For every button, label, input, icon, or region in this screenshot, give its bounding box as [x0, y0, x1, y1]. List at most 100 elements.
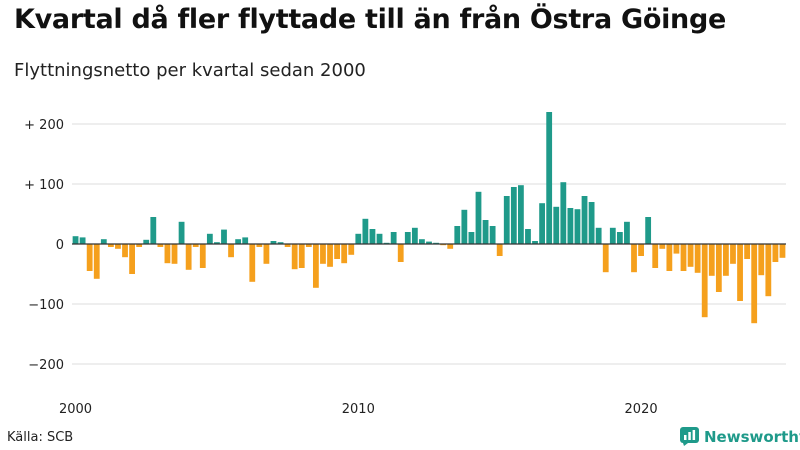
bar: [758, 244, 765, 276]
bar: [616, 232, 623, 244]
y-tick-label: −200: [28, 358, 64, 373]
bar: [206, 233, 213, 244]
bar: [673, 244, 680, 254]
bar: [666, 244, 673, 271]
bar: [199, 244, 206, 268]
bar: [157, 244, 164, 247]
bar: [546, 112, 553, 244]
bar: [440, 244, 447, 246]
bar: [192, 244, 199, 247]
bar: [178, 221, 185, 244]
bar: [609, 227, 616, 244]
bar: [482, 220, 489, 244]
bar: [496, 244, 503, 256]
bar: [525, 229, 531, 244]
bar: [489, 226, 496, 244]
bar: [305, 244, 312, 247]
bar: [461, 209, 468, 244]
bar: [715, 244, 722, 292]
bar: [765, 244, 772, 297]
bar: [298, 244, 305, 268]
x-tick-label: 2000: [59, 402, 92, 417]
bar: [348, 244, 355, 255]
bar: [652, 244, 659, 268]
bar: [503, 196, 510, 244]
bar: [730, 244, 736, 264]
bar: [249, 244, 256, 282]
bar: [447, 244, 454, 249]
bar: [107, 244, 114, 247]
bar: [539, 203, 546, 244]
bar: [779, 244, 786, 258]
bar: [277, 242, 284, 244]
bar: [560, 182, 567, 244]
bar: [397, 244, 404, 262]
bar: [744, 244, 751, 259]
bar: [772, 244, 779, 262]
source-note: Källa: SCB: [7, 430, 74, 445]
bar: [701, 244, 708, 318]
bar: [143, 239, 150, 244]
bar: [694, 244, 701, 273]
y-axis-labels: + 200 + 100 0 −100 −200: [24, 118, 64, 373]
bar: [362, 218, 369, 244]
bar: [426, 241, 432, 244]
bar: [510, 187, 517, 244]
bar: [136, 244, 143, 247]
bar: [574, 209, 581, 244]
x-tick-label: 2020: [625, 402, 658, 417]
bar: [602, 244, 609, 273]
bar: [270, 241, 277, 244]
bar: [390, 232, 397, 244]
bar: [553, 206, 560, 244]
gridlines: [72, 123, 786, 365]
bar: [334, 244, 340, 259]
bar: [221, 229, 227, 244]
bar: [645, 217, 652, 244]
bar: [256, 244, 263, 247]
bar: [419, 239, 425, 244]
bar: [100, 239, 107, 244]
bar: [404, 232, 411, 244]
chart-subtitle: Flyttningsnetto per kvartal sedan 2000: [14, 60, 366, 81]
brand-name: Newsworthy: [704, 427, 800, 446]
bar: [214, 242, 220, 244]
bar: [588, 202, 595, 244]
bar: [115, 244, 121, 249]
bar: [680, 244, 687, 271]
bar: [518, 185, 524, 244]
bar: [581, 196, 588, 244]
x-tick-label: 2010: [342, 402, 375, 417]
bar: [284, 244, 291, 247]
chart-title: Kvartal då fler flyttade till än från Ös…: [14, 4, 726, 35]
bar: [185, 244, 192, 270]
bar: [631, 244, 637, 273]
bar: [687, 244, 694, 267]
y-tick-label: + 200: [24, 118, 64, 133]
bar: [708, 244, 715, 276]
bar: [72, 236, 79, 244]
bar: [122, 244, 128, 258]
bar: [312, 244, 319, 288]
bar: [751, 244, 758, 324]
y-tick-label: −100: [28, 298, 64, 313]
bar: [376, 233, 383, 244]
bar: [129, 244, 135, 274]
newsworthy-logo: Newsworthy: [680, 427, 800, 446]
newsworthy-chart-icon: [680, 427, 699, 446]
bar: [242, 237, 249, 244]
bar: [320, 244, 326, 264]
bar: [235, 239, 242, 244]
bar: [532, 241, 538, 244]
bar: [411, 227, 418, 244]
bar: [468, 232, 475, 244]
bar: [369, 229, 376, 244]
bar: [737, 244, 743, 301]
bar: [86, 244, 93, 271]
bar: [454, 226, 461, 244]
y-tick-label: 0: [56, 238, 64, 253]
bar: [341, 244, 348, 264]
bar: [291, 244, 298, 270]
bar: [263, 244, 270, 264]
